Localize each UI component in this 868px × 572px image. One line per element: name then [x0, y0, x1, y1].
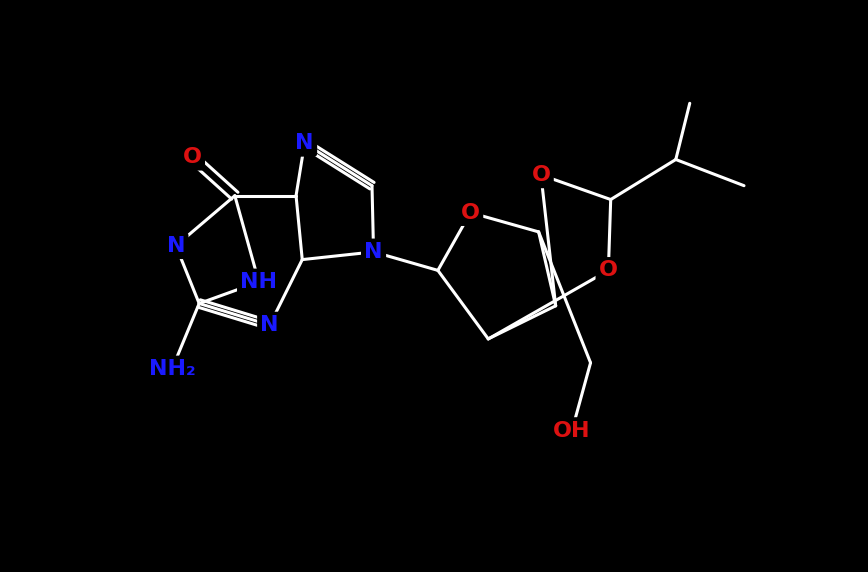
Text: OH: OH — [553, 420, 591, 440]
Text: N: N — [167, 236, 185, 256]
Text: NH: NH — [240, 272, 278, 292]
Text: N: N — [295, 133, 314, 153]
Text: N: N — [365, 242, 383, 262]
Text: N: N — [260, 315, 279, 335]
Text: O: O — [531, 165, 550, 185]
Text: O: O — [182, 147, 201, 167]
Text: NH₂: NH₂ — [148, 359, 195, 379]
Text: O: O — [599, 260, 618, 280]
Text: O: O — [461, 202, 480, 223]
